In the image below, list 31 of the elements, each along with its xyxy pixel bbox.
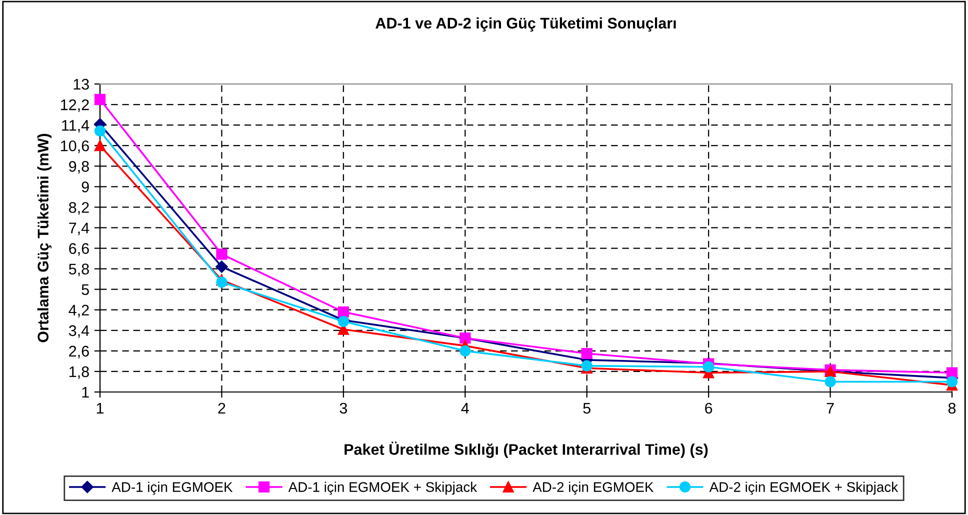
- legend-label: AD-1 için EGMOEK: [112, 482, 233, 495]
- y-tick-label: 6,6: [69, 243, 89, 256]
- y-tick-label: 5: [82, 284, 89, 296]
- x-tick-label: 6: [705, 402, 712, 414]
- x-axis-title: Paket Üretilme Sıklığı (Packet Interarrival Time) (s): [344, 442, 708, 458]
- chart-title: AD-1 ve AD-2 için Güç Tüketimi Sonuçları: [376, 17, 676, 32]
- y-tick-label: 2,6: [69, 346, 89, 358]
- y-tick-label: 11,4: [62, 120, 90, 133]
- x-tick-label: 2: [218, 402, 226, 414]
- y-tick-label: 7,4: [69, 222, 90, 236]
- legend-label: AD-1 için EGMOEK + Skipjack: [288, 482, 478, 495]
- y-tick-label: 9,8: [69, 161, 89, 174]
- y-tick-label: 13: [74, 78, 89, 90]
- x-tick-label: 7: [826, 402, 834, 414]
- y-axis-title: Ortalama Güç Tüketimi (mW): [37, 134, 52, 342]
- y-tick-label: 3,4: [68, 325, 90, 338]
- y-tick-label: 12,2: [61, 99, 89, 112]
- x-tick-label: 1: [96, 402, 104, 414]
- y-tick-label: 9: [82, 182, 89, 192]
- x-tick-label: 5: [583, 402, 590, 414]
- y-tick-label: 10,6: [61, 140, 89, 154]
- y-tick-label: 8,2: [69, 202, 89, 215]
- x-tick-label: 8: [948, 402, 956, 414]
- x-tick-label: 4: [461, 402, 469, 414]
- legend-label: AD-2 için EGMOEK + Skipjack: [709, 482, 898, 495]
- legend-label: AD-2 için EGMOEK: [532, 482, 654, 495]
- y-tick-label: 1: [82, 387, 89, 398]
- x-tick-label: 3: [340, 402, 348, 414]
- y-tick-label: 5,8: [68, 264, 89, 276]
- y-tick-label: 4,2: [68, 304, 89, 318]
- y-tick-label: 1,8: [70, 366, 89, 379]
